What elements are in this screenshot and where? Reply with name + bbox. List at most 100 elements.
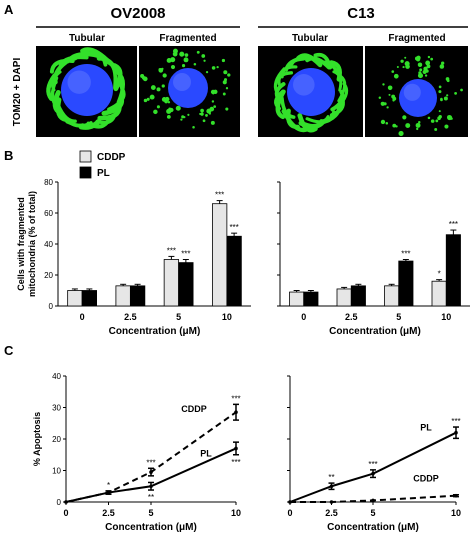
mitochondria-fragment — [161, 97, 167, 102]
mitochondria-fragment — [439, 64, 445, 69]
mitochondria-fragment — [402, 66, 405, 69]
data-point — [371, 471, 375, 476]
mitochondria-fragment — [183, 57, 189, 63]
mitochondria-fragment — [460, 88, 463, 92]
mitochondria-fragment — [172, 48, 178, 54]
x-tick-label: 2.5 — [325, 508, 338, 518]
mitochondria-fragment — [416, 55, 421, 60]
panel-label-b: B — [4, 148, 13, 163]
data-point — [454, 430, 458, 435]
mitochondria-fragment — [417, 73, 424, 79]
nucleus-highlight — [403, 83, 421, 101]
legend-swatch-pl — [79, 166, 92, 179]
mitochondria-fragment — [205, 70, 209, 74]
mitochondria-fragment — [434, 127, 438, 131]
x-tick-label: 5 — [370, 508, 375, 518]
series-label-cddp: CDDP — [413, 474, 439, 484]
mitochondria-fragment — [179, 51, 185, 57]
mitochondria-fragment — [196, 50, 200, 54]
mitochondria-fragment — [396, 65, 399, 69]
x-tick-label: 5 — [148, 508, 153, 518]
mitochondria-fragment — [438, 85, 442, 89]
mitochondria-fragment — [441, 61, 445, 65]
mitochondria-fragment — [200, 108, 204, 113]
x-tick-label: 10 — [451, 508, 461, 518]
mitochondria-fragment — [225, 107, 229, 111]
x-tick-label: 0 — [80, 312, 85, 322]
mitochondria-fragment — [193, 62, 197, 66]
bar-cddp — [431, 280, 447, 307]
mitochondria-fragment — [166, 114, 171, 119]
x-tick-label: 0 — [63, 508, 68, 518]
mitochondria-fragment — [418, 121, 421, 124]
significance-label: *** — [231, 458, 240, 467]
panel-label-a: A — [4, 2, 14, 17]
x-axis-label: Concentration (μM) — [105, 522, 197, 533]
data-point — [149, 484, 153, 489]
significance-label: *** — [401, 250, 410, 259]
mitochondria-fragment — [166, 108, 172, 114]
significance-label: *** — [167, 246, 176, 255]
mitochondria-fragment — [424, 74, 428, 77]
mitochondria-fragment — [385, 121, 389, 125]
mitochondria-fragment — [386, 106, 389, 109]
bar-pl — [81, 290, 98, 307]
significance-label: *** — [451, 417, 460, 426]
mitochondria-fragment — [203, 59, 206, 62]
mitochondria-fragment — [211, 66, 216, 70]
nucleus-highlight — [67, 70, 91, 94]
micrograph-1 — [36, 46, 137, 137]
mitochondria-fragment — [225, 87, 229, 90]
mitochondria-fragment — [400, 59, 404, 63]
cell-line-c13: C13 — [347, 5, 375, 22]
label-fragmented-2: Fragmented — [388, 33, 445, 44]
panel-label-c: C — [4, 343, 14, 358]
y-tick-label: 30 — [52, 404, 61, 413]
data-point — [371, 498, 375, 503]
bar-chart-B-right: 0 2.5 5***10****Concentration (μM) — [277, 181, 470, 337]
label-tubular-2: Tubular — [292, 33, 328, 44]
mitochondria-fragment — [418, 71, 422, 75]
bar-pl — [350, 285, 366, 307]
x-tick-label: 10 — [222, 312, 232, 322]
micrograph-3 — [258, 46, 363, 137]
x-tick-label: 5 — [396, 312, 401, 322]
mitochondria-fragment — [438, 90, 442, 94]
x-tick-label: 5 — [176, 312, 181, 322]
y-tick-label: 20 — [44, 271, 53, 280]
mitochondria-fragment — [206, 108, 212, 114]
mitochondria-fragment — [382, 83, 385, 86]
data-point — [454, 493, 458, 498]
significance-label: *** — [229, 223, 238, 232]
mitochondria-fragment — [380, 101, 385, 106]
y-tick-label: 0 — [49, 302, 54, 311]
mitochondria-fragment — [405, 64, 410, 69]
mitochondria-fragment — [427, 55, 431, 59]
series-label-pl: PL — [200, 448, 212, 458]
y-tick-label: 40 — [52, 372, 61, 381]
mitochondria-fragment — [162, 73, 167, 78]
mitochondria-fragment — [156, 87, 161, 92]
significance-label: *** — [449, 220, 458, 229]
bar-pl — [445, 234, 461, 307]
mitochondria-fragment — [211, 100, 215, 103]
mitochondria-fragment — [222, 92, 226, 96]
mitochondria-fragment — [201, 54, 206, 58]
mitochondria-fragment — [454, 91, 457, 95]
mitochondria-fragment — [184, 53, 189, 57]
mitochondria-fragment — [187, 113, 190, 116]
mitochondria-fragment — [210, 120, 215, 125]
bar-chart-B-left: 0 20 40 60 80 0 2.5 5 *** *** 10 *** *** Concentratio… — [16, 150, 251, 337]
significance-label: ** — [148, 493, 154, 502]
series-line-pl — [289, 431, 457, 503]
data-point — [288, 500, 292, 504]
mitochondria-fragment — [205, 114, 208, 117]
mitochondria-fragment — [388, 93, 391, 96]
mitochondria-fragment — [210, 89, 216, 95]
nucleus-highlight — [173, 73, 191, 91]
bar-pl — [129, 285, 146, 307]
mitochondria-fragment — [153, 109, 158, 115]
x-tick-label: 10 — [231, 508, 241, 518]
